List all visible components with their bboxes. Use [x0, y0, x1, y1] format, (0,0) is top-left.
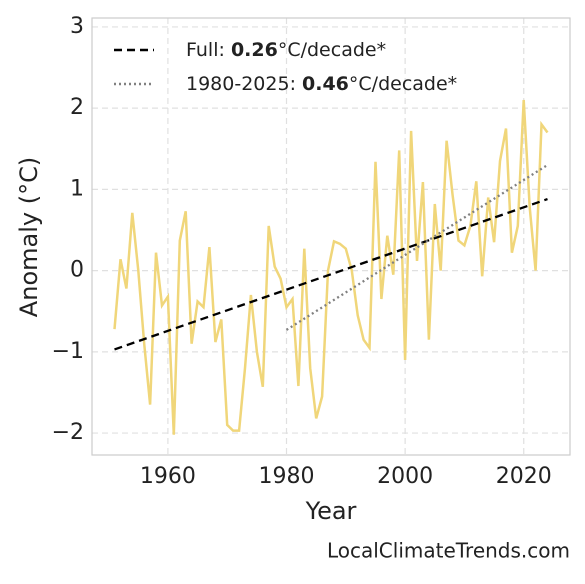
legend-label-part: 0.26: [231, 39, 278, 61]
y-tick-label: 1: [70, 176, 84, 201]
legend-label-part: °C/decade*: [278, 39, 386, 61]
plot-frame: [91, 17, 571, 456]
x-axis-label: Year: [305, 497, 357, 525]
footer: LocalClimateTrends.com: [327, 539, 570, 563]
y-tick-label: 2: [70, 95, 84, 120]
legend-label-part: Full:: [186, 39, 231, 61]
x-tick-label: 2000: [377, 464, 433, 489]
legend-label: 1980-2025: 0.46°C/decade*: [186, 73, 457, 95]
y-tick-label: 0: [70, 258, 84, 283]
legend-label-part: °C/decade*: [349, 73, 457, 95]
legend-label: Full: 0.26°C/decade*: [186, 39, 386, 61]
y-tick-label: 3: [70, 14, 84, 39]
y-tick-label: −2: [52, 420, 84, 445]
legend-label-part: 0.46: [302, 73, 349, 95]
trend-line: [285, 164, 549, 331]
data-line: [113, 99, 549, 435]
trend-line: [114, 198, 548, 351]
legend-label-part: 1980-2025:: [186, 73, 302, 95]
x-tick-label: 2020: [496, 464, 552, 489]
y-tick-label: −1: [52, 339, 84, 364]
y-axis-label: Anomaly (°C): [15, 157, 43, 317]
x-tick-label: 1960: [140, 464, 196, 489]
x-tick-label: 1980: [259, 464, 315, 489]
